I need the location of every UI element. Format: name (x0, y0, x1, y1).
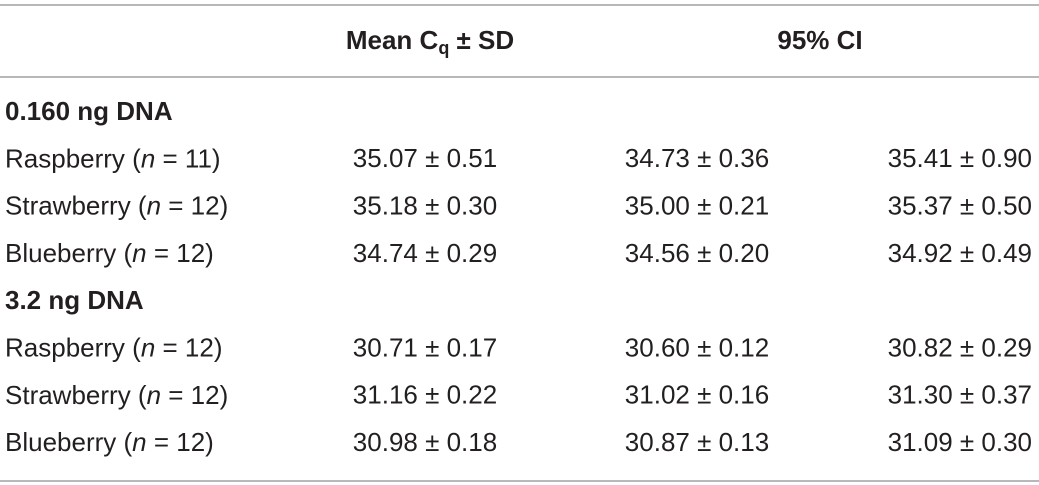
cell: 35.18 ± 0.30 (353, 190, 497, 220)
label-part: n (132, 238, 146, 268)
cell: 31.16 ± 0.22 (353, 380, 497, 410)
section-title: 3.2 ng DNA (5, 285, 144, 315)
header-ci: 95% CI (777, 25, 862, 55)
row-label: Strawberry (n = 12) (5, 190, 228, 220)
cell: 30.71 ± 0.17 (353, 332, 497, 362)
row-label: Raspberry (n = 11) (5, 143, 221, 173)
cell: 35.00 ± 0.21 (625, 190, 769, 220)
label-part: Raspberry ( (5, 143, 141, 173)
header-mean: Mean Cq ± SD (346, 25, 514, 58)
label-part: n (147, 380, 161, 410)
label-part: Blueberry ( (5, 427, 132, 457)
cell: 35.07 ± 0.51 (353, 143, 497, 173)
label-part: Strawberry ( (5, 380, 147, 410)
cell: 34.56 ± 0.20 (625, 238, 769, 268)
label-part: Raspberry ( (5, 332, 141, 362)
cell: 31.02 ± 0.16 (625, 380, 769, 410)
header-text: Mean C (346, 25, 439, 55)
label-part: = 11) (155, 143, 220, 173)
section-title: 0.160 ng DNA (5, 96, 173, 126)
label-part: n (147, 190, 161, 220)
header-subscript: q (438, 38, 449, 58)
cell: 31.30 ± 0.37 (888, 380, 1032, 410)
row-label: Blueberry (n = 12) (5, 427, 214, 457)
cell: 35.41 ± 0.90 (888, 143, 1032, 173)
row-label: Raspberry (n = 12) (5, 332, 223, 362)
label-part: n (132, 427, 146, 457)
row-label: Strawberry (n = 12) (5, 380, 228, 410)
cell: 34.73 ± 0.36 (625, 143, 769, 173)
label-part: = 12) (147, 238, 214, 268)
cell: 34.92 ± 0.49 (888, 238, 1032, 268)
row-label: Blueberry (n = 12) (5, 238, 214, 268)
label-part: = 12) (147, 427, 214, 457)
label-part: n (141, 332, 155, 362)
label-part: = 12) (155, 332, 222, 362)
label-part: n (141, 143, 155, 173)
cell: 34.74 ± 0.29 (353, 238, 497, 268)
cell: 30.82 ± 0.29 (888, 332, 1032, 362)
cell: 30.87 ± 0.13 (625, 427, 769, 457)
label-part: = 12) (161, 380, 228, 410)
label-part: Blueberry ( (5, 238, 132, 268)
cell: 31.09 ± 0.30 (888, 427, 1032, 457)
cell: 35.37 ± 0.50 (888, 190, 1032, 220)
label-part: Strawberry ( (5, 190, 147, 220)
label-part: = 12) (161, 190, 228, 220)
cell: 30.98 ± 0.18 (353, 427, 497, 457)
cell: 30.60 ± 0.12 (625, 332, 769, 362)
header-suffix: ± SD (449, 25, 514, 55)
